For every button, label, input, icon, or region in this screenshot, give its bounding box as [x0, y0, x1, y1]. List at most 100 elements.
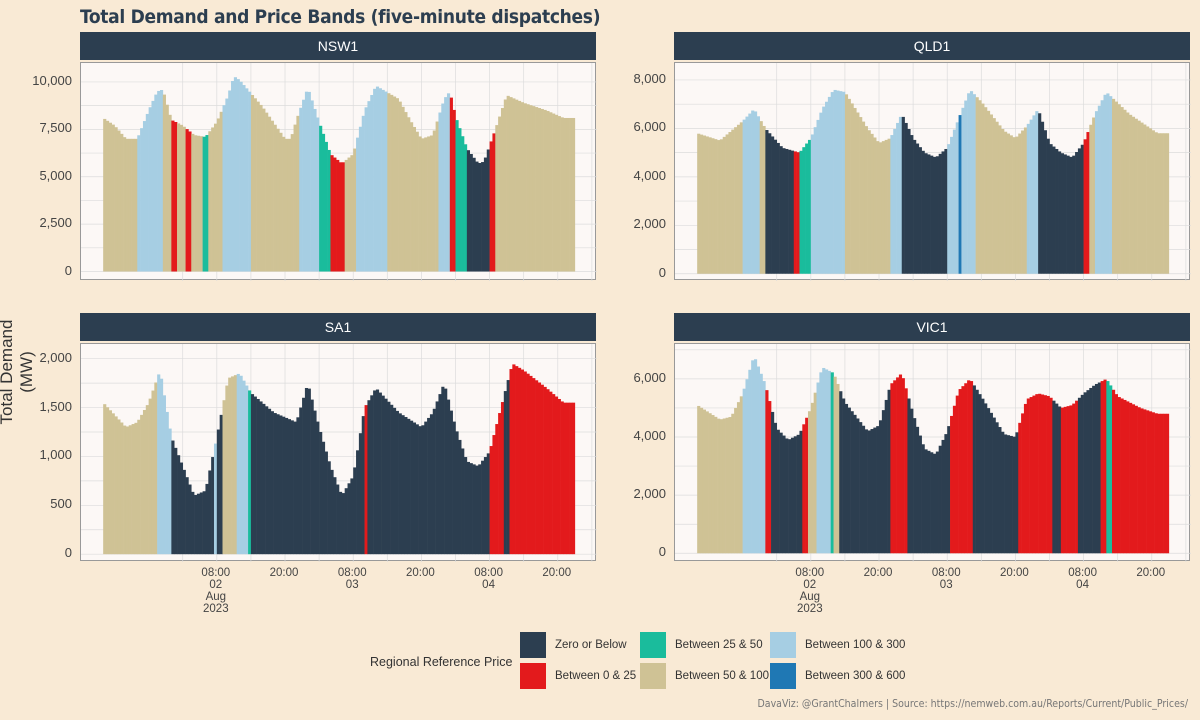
demand-bar — [273, 413, 277, 555]
demand-bar — [182, 469, 186, 555]
demand-bar — [1021, 130, 1025, 274]
demand-bar — [890, 135, 894, 274]
demand-bar — [356, 137, 360, 272]
demand-bar — [1072, 403, 1076, 554]
demand-bar — [432, 130, 436, 272]
demand-bar — [262, 403, 266, 555]
demand-bar — [131, 424, 135, 555]
demand-bar — [512, 364, 516, 555]
demand-bar — [336, 159, 340, 272]
demand-bar — [498, 116, 502, 272]
demand-bar — [1060, 407, 1065, 554]
demand-bar — [483, 457, 488, 555]
demand-bar — [299, 407, 303, 555]
demand-bar — [148, 107, 152, 272]
demand-bar — [867, 430, 871, 554]
demand-bar — [734, 407, 738, 554]
demand-bar — [921, 444, 925, 554]
demand-bar — [950, 415, 954, 554]
demand-bar — [992, 417, 996, 554]
demand-bar — [387, 401, 391, 555]
demand-bar — [810, 134, 814, 274]
demand-bar — [441, 386, 445, 555]
demand-bar — [472, 464, 476, 555]
demand-bar — [1094, 383, 1099, 554]
demand-bar — [208, 470, 212, 555]
demand-bar — [134, 422, 138, 555]
demand-bar — [1120, 107, 1124, 274]
demand-bar — [1086, 390, 1090, 554]
demand-bar — [1140, 408, 1144, 554]
demand-bar — [398, 413, 402, 555]
demand-bar — [1052, 400, 1056, 554]
demand-bar — [981, 103, 985, 274]
demand-bar — [790, 437, 795, 554]
panel-strip-label: QLD1 — [674, 32, 1190, 60]
demand-bar — [304, 387, 309, 555]
demand-bar — [307, 91, 311, 272]
demand-bar — [228, 377, 232, 555]
demand-bar — [500, 402, 505, 555]
demand-bar — [850, 103, 854, 274]
demand-bar — [438, 394, 442, 555]
demand-bar — [162, 395, 166, 555]
demand-bar — [444, 388, 448, 555]
demand-bar — [364, 405, 368, 555]
demand-bar — [310, 399, 314, 555]
demand-bar — [802, 424, 806, 554]
demand-bar — [958, 115, 962, 274]
demand-bar — [881, 141, 885, 274]
demand-bar — [1012, 436, 1016, 554]
demand-bar — [1083, 392, 1087, 554]
demand-bar — [708, 137, 712, 274]
demand-bar — [805, 143, 809, 274]
plot-svg — [81, 63, 597, 281]
demand-bar — [296, 417, 300, 555]
y-tick-label: 1,000 — [39, 447, 72, 463]
demand-bar — [805, 417, 809, 554]
demand-bar — [915, 426, 920, 554]
y-tick-label: 2,000 — [633, 486, 666, 502]
demand-bar — [108, 122, 112, 272]
demand-bar — [421, 138, 425, 272]
demand-bar — [367, 101, 371, 272]
demand-bar — [1023, 127, 1028, 274]
demand-bar — [782, 435, 786, 554]
demand-bar — [296, 115, 300, 272]
demand-bar — [725, 417, 729, 554]
demand-bar — [498, 413, 502, 555]
demand-bar — [350, 155, 354, 272]
demand-bar — [449, 410, 453, 555]
legend-item: Between 50 & 100 — [640, 663, 769, 689]
demand-bar — [518, 100, 522, 272]
demand-bar — [390, 94, 394, 272]
demand-bar — [759, 373, 763, 554]
demand-bar — [822, 367, 826, 554]
y-tick-label: 1,500 — [39, 398, 72, 414]
demand-bar — [145, 405, 149, 555]
demand-bar — [125, 426, 130, 555]
demand-bar — [262, 108, 266, 272]
demand-bar — [535, 107, 539, 272]
demand-bar — [108, 410, 112, 555]
demand-bar — [270, 411, 274, 555]
demand-bar — [807, 139, 812, 274]
demand-bar — [711, 415, 715, 554]
demand-bar — [293, 421, 297, 555]
demand-bar — [938, 153, 942, 274]
demand-bar — [452, 109, 456, 272]
y-tick-label: 0 — [658, 264, 666, 280]
demand-bar — [1009, 135, 1013, 274]
demand-bar — [128, 138, 132, 272]
legend-swatch — [520, 663, 546, 689]
demand-bar — [771, 136, 775, 274]
demand-bar — [211, 457, 215, 555]
demand-bar — [461, 136, 465, 272]
demand-bar — [378, 392, 382, 555]
demand-bar — [901, 116, 905, 274]
demand-bar — [827, 370, 832, 554]
demand-bar — [830, 92, 834, 274]
demand-bar — [489, 446, 493, 555]
demand-bar — [168, 114, 172, 272]
demand-bar — [782, 148, 786, 274]
